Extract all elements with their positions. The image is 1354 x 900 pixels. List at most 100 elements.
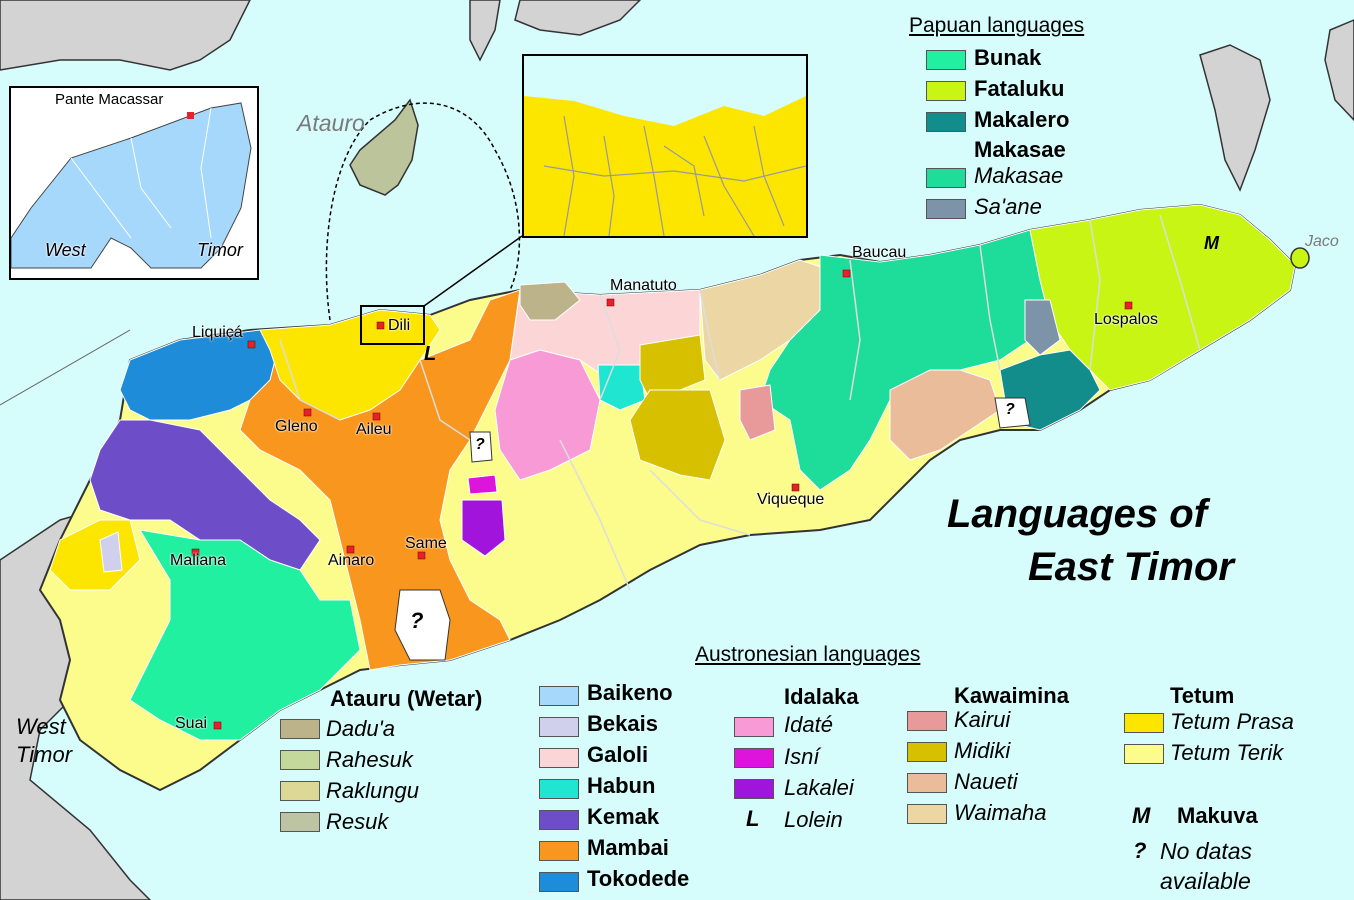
- atauro-island: [349, 98, 419, 196]
- region-dadua: [519, 281, 581, 321]
- legend-dadua: Dadu'a: [326, 716, 396, 741]
- legend-makasae: Makasae: [974, 163, 1064, 188]
- legend-nodata-marker: ?: [1133, 838, 1147, 863]
- legend-mambai: Mambai: [587, 835, 669, 860]
- region-no-data-2: [469, 431, 493, 463]
- swatch-midiki: [907, 742, 947, 762]
- swatch-mambai: [539, 841, 579, 861]
- place-suai: Suai: [175, 715, 208, 732]
- place-ainaro: Ainaro: [328, 552, 375, 569]
- dili-zoom-map: [524, 56, 806, 236]
- legend-fataluku: Fataluku: [974, 76, 1065, 101]
- region-naueti: [889, 369, 1001, 461]
- legend-kairui: Kairui: [954, 707, 1011, 732]
- place-inset-west: West: [45, 240, 86, 260]
- map-no-data-marker-3: ?: [1005, 401, 1015, 418]
- legend-idalaka-head: Idalaka: [784, 684, 859, 709]
- legend-idate: Idaté: [784, 712, 833, 737]
- place-aileu: Aileu: [356, 421, 392, 438]
- place-gleno: Gleno: [275, 418, 318, 435]
- dili-zoom-inset: [522, 54, 808, 238]
- place-inset-timor: Timor: [197, 240, 243, 260]
- region-midiki-south: [629, 389, 726, 481]
- legend-naueti: Naueti: [954, 769, 1018, 794]
- swatch-baikeno: [539, 686, 579, 706]
- legend-habun: Habun: [587, 773, 656, 798]
- swatch-waimaha: [907, 804, 947, 824]
- legend-lolein-marker: L: [746, 806, 760, 831]
- region-no-data-3: [994, 397, 1031, 429]
- swatch-naueti: [907, 773, 947, 793]
- region-lakalei: [461, 499, 506, 557]
- legend-makuva-marker: M: [1132, 803, 1151, 828]
- place-west-timor-1: West: [16, 714, 66, 739]
- oecusse-inset-map: [11, 88, 257, 278]
- swatch-tetum-terik: [1124, 744, 1164, 764]
- region-tokodede: [119, 329, 281, 421]
- dili-inset-frame: [360, 305, 425, 345]
- legend-rahesuk: Rahesuk: [326, 747, 413, 772]
- legend-resuk: Resuk: [326, 809, 389, 834]
- swatch-kairui: [907, 711, 947, 731]
- legend-nodata-line2: available: [1160, 868, 1251, 894]
- legend-waimaha: Waimaha: [954, 800, 1047, 825]
- map-no-data-marker-1: ?: [410, 608, 424, 633]
- place-lospalos: Lospalos: [1094, 311, 1159, 328]
- place-pante-macassar: Pante Macassar: [55, 91, 164, 108]
- swatch-tokodede: [539, 872, 579, 892]
- swatch-resuk: [280, 812, 320, 832]
- swatch-makasae: [926, 168, 966, 188]
- legend-tetum-head: Tetum: [1170, 683, 1235, 708]
- swatch-kemak: [539, 810, 579, 830]
- swatch-saane: [926, 199, 966, 219]
- legend-tetum-prasa: Tetum Prasa: [1170, 709, 1294, 734]
- oecusse-inset: Pante Macassar West Timor: [9, 86, 259, 280]
- swatch-bunak: [926, 50, 966, 70]
- place-atauro: Atauro: [297, 110, 365, 136]
- legend-tetum-terik: Tetum Terik: [1170, 740, 1284, 765]
- papuan-legend-heading: Papuan languages: [909, 14, 1085, 37]
- legend-tokodede: Tokodede: [587, 866, 690, 891]
- region-tetum-prasa-north: [259, 309, 441, 421]
- place-manatuto: Manatuto: [610, 277, 677, 294]
- legend-lolein: Lolein: [784, 807, 843, 832]
- legend-galoli: Galoli: [587, 742, 649, 767]
- legend-isni: Isní: [784, 744, 820, 769]
- legend-atauru-head: Atauru (Wetar): [330, 686, 483, 711]
- region-kairui: [739, 384, 776, 441]
- place-baucau: Baucau: [852, 244, 907, 261]
- place-west-timor-2: Timor: [16, 742, 73, 767]
- legend-bunak: Bunak: [974, 45, 1042, 70]
- swatch-bekais: [539, 717, 579, 737]
- legend-makasae-group: Makasae: [974, 137, 1066, 162]
- austronesian-legend-heading: Austronesian languages: [695, 643, 921, 666]
- place-jaco: Jaco: [1305, 233, 1339, 250]
- legend-baikeno: Baikeno: [587, 680, 673, 705]
- district-borders: [279, 214, 1201, 591]
- legend-saane: Sa'ane: [974, 194, 1042, 219]
- map-title-line2: East Timor: [1028, 545, 1234, 589]
- map-title-line1: Languages of: [947, 492, 1208, 536]
- swatch-isni: [734, 748, 774, 768]
- legend-bekais: Bekais: [587, 711, 658, 736]
- region-no-data-1: [394, 589, 451, 661]
- region-bekais: [99, 531, 123, 573]
- legend-nodata-line1: No datas: [1160, 838, 1253, 864]
- region-saane: [1024, 299, 1061, 356]
- place-same: Same: [405, 535, 447, 552]
- swatch-dadua: [280, 719, 320, 739]
- legend-raklungu: Raklungu: [326, 778, 419, 803]
- legend-lakalei: Lakalei: [784, 775, 854, 800]
- swatch-fataluku: [926, 81, 966, 101]
- swatch-rahesuk: [280, 750, 320, 770]
- legend-kemak: Kemak: [587, 804, 660, 829]
- swatch-tetum-prasa: [1124, 713, 1164, 733]
- map-makuva-marker: M: [1204, 233, 1219, 253]
- place-liquica: Liquiçá: [192, 324, 243, 341]
- map-no-data-marker-2: ?: [475, 436, 485, 453]
- legend-makuva: Makuva: [1177, 803, 1258, 828]
- swatch-lakalei: [734, 779, 774, 799]
- legend-kawaimina-head: Kawaimina: [954, 683, 1069, 708]
- swatch-raklungu: [280, 781, 320, 801]
- swatch-galoli: [539, 748, 579, 768]
